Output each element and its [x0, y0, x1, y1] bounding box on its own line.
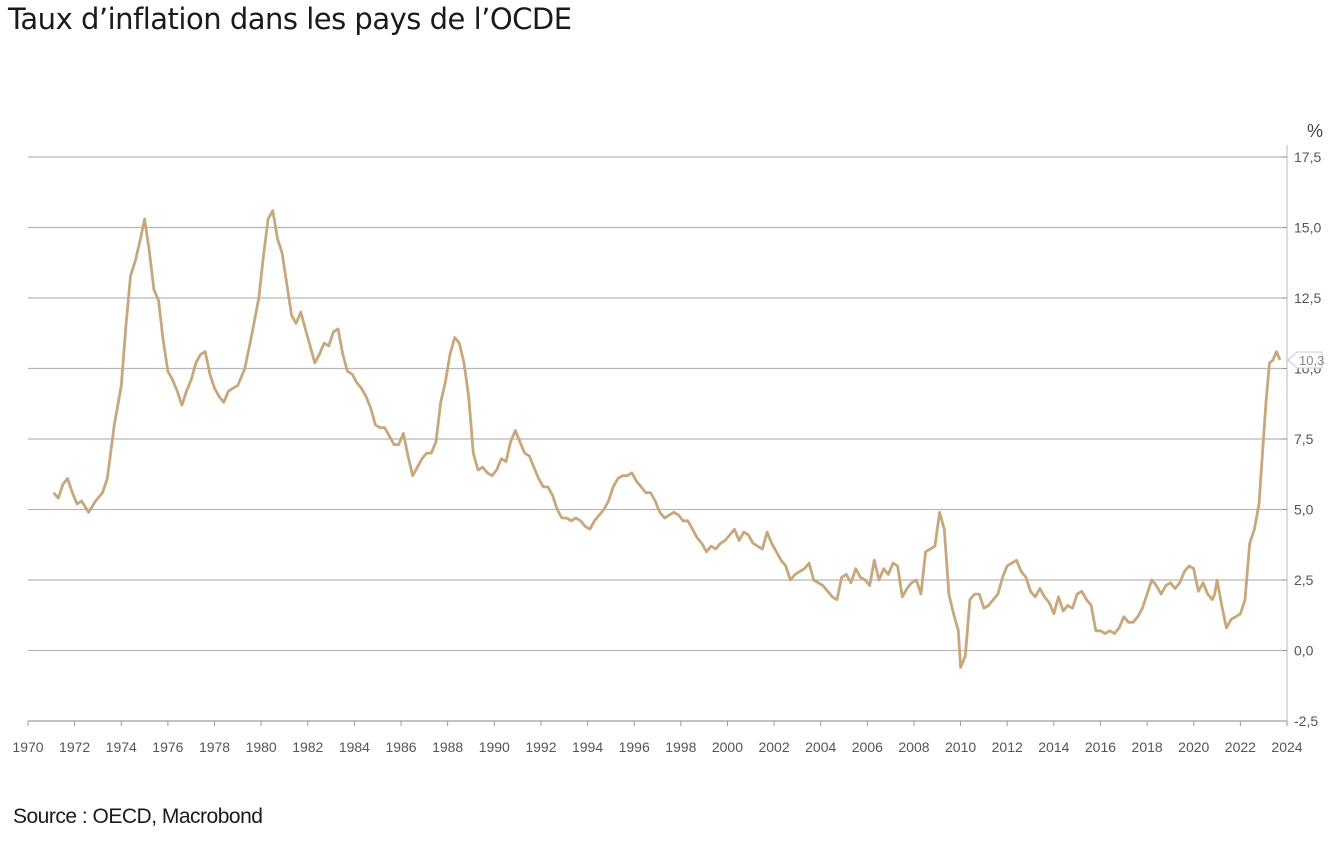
x-tick-label: 2010 — [945, 739, 976, 755]
x-tick-label: 2008 — [898, 739, 929, 755]
x-tick-label: 2006 — [852, 739, 883, 755]
x-tick-label: 1972 — [59, 739, 90, 755]
x-tick-label: 1980 — [246, 739, 277, 755]
x-tick-label: 2022 — [1225, 739, 1256, 755]
x-axis-ticks: 1970 1972 1974 1976 1978 1980 1982 1984 1986 1988… — [12, 720, 1303, 755]
x-tick-label: 1988 — [432, 739, 463, 755]
x-tick-label: 1984 — [339, 739, 370, 755]
gridlines — [28, 156, 1287, 722]
y-tick-label: 12,5 — [1294, 290, 1321, 306]
y-tick-label: 5,0 — [1294, 502, 1314, 518]
x-tick-label: 2002 — [758, 739, 789, 755]
x-tick-label: 1986 — [385, 739, 416, 755]
x-tick-label: 1978 — [199, 739, 230, 755]
x-tick-label: 1970 — [12, 739, 43, 755]
y-axis-unit: % — [1307, 121, 1323, 141]
x-tick-label: 2024 — [1271, 739, 1302, 755]
y-tick-label: 0,0 — [1294, 643, 1314, 659]
chart-title: Taux d’inflation dans les pays de l’OCDE — [8, 2, 572, 36]
x-tick-label: 2020 — [1178, 739, 1209, 755]
x-tick-label: 1974 — [106, 739, 137, 755]
x-tick-label: 1996 — [619, 739, 650, 755]
y-tick-label: 2,5 — [1294, 572, 1314, 588]
last-value-flag — [1287, 351, 1323, 369]
last-value-text: 10,3 — [1299, 353, 1324, 368]
x-tick-label: 2004 — [805, 739, 836, 755]
y-tick-label: -2,5 — [1294, 713, 1318, 729]
series-line — [52, 209, 1282, 669]
x-tick-label: 2014 — [1038, 739, 1069, 755]
x-tick-label: 1998 — [665, 739, 696, 755]
x-tick-label: 1994 — [572, 739, 603, 755]
x-tick-label: 1990 — [479, 739, 510, 755]
y-tick-label: 15,0 — [1294, 220, 1321, 236]
y-tick-label: 7,5 — [1294, 431, 1314, 447]
x-tick-label: 2000 — [712, 739, 743, 755]
x-tick-label: 1982 — [292, 739, 323, 755]
x-tick-label: 2018 — [1132, 739, 1163, 755]
last-value-label: 10,3 — [1287, 351, 1324, 369]
y-axis-ticks: -2,50,02,55,07,510,012,515,017,5 — [1282, 149, 1321, 729]
x-tick-label: 2012 — [992, 739, 1023, 755]
source-note: Source : OECD, Macrobond — [13, 805, 263, 828]
x-tick-label: 1976 — [152, 739, 183, 755]
y-tick-label: 17,5 — [1294, 149, 1321, 165]
x-tick-label: 2016 — [1085, 739, 1116, 755]
x-tick-label: 1992 — [525, 739, 556, 755]
